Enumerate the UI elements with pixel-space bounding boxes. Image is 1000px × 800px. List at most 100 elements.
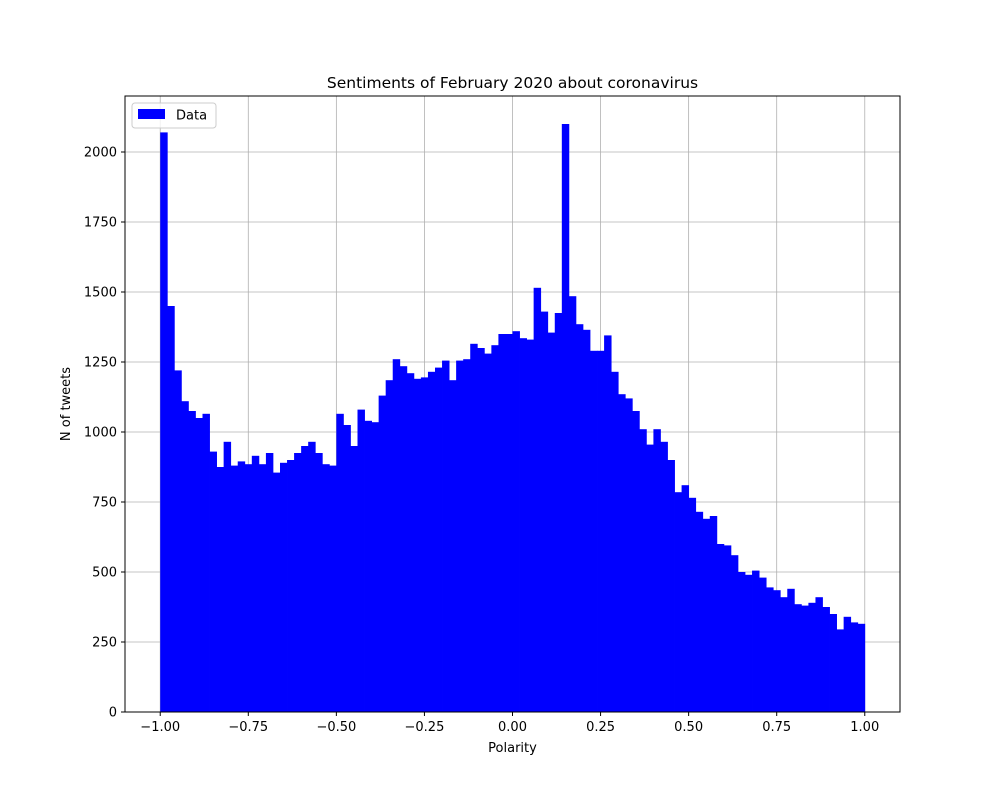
histogram-bar <box>745 574 753 712</box>
histogram-bar <box>759 577 767 712</box>
histogram-bar <box>766 587 774 712</box>
histogram-bar <box>526 339 535 712</box>
histogram-bar <box>632 411 640 712</box>
histogram-bar <box>568 296 577 712</box>
chart-title: Sentiments of February 2020 about corona… <box>327 74 698 92</box>
y-tick-label: 250 <box>92 636 117 651</box>
histogram-bar <box>815 597 823 712</box>
histogram-bar <box>681 485 690 712</box>
histogram-bar <box>392 359 401 712</box>
histogram-bar <box>561 124 570 712</box>
histogram-bar <box>315 453 323 712</box>
histogram-bar <box>364 420 372 712</box>
histogram-bar <box>195 418 203 712</box>
histogram-bar <box>512 331 520 712</box>
histogram-bar <box>399 366 408 712</box>
histogram-bar <box>667 460 675 712</box>
histogram-bar <box>272 472 281 712</box>
x-tick-label: −0.50 <box>316 720 356 735</box>
histogram-bar <box>547 332 556 712</box>
histogram-bar <box>470 343 478 712</box>
histogram-bar <box>801 605 809 712</box>
histogram-bar <box>843 616 852 712</box>
histogram-bar <box>160 132 168 712</box>
histogram-bar <box>590 350 598 712</box>
histogram-bar <box>329 465 337 712</box>
histogram-bar <box>737 572 746 712</box>
histogram-bar <box>406 373 415 712</box>
histogram-bar <box>287 460 295 712</box>
histogram-bar <box>505 334 513 712</box>
histogram-bar <box>230 465 239 712</box>
histogram-bar <box>378 395 387 712</box>
histogram-bar <box>829 614 837 712</box>
histogram-bar <box>420 377 429 712</box>
histogram-bar <box>385 380 394 712</box>
histogram-bar <box>850 622 859 712</box>
histogram-bar <box>639 429 647 712</box>
y-tick-label: 1000 <box>84 426 117 441</box>
histogram-bar <box>773 590 781 712</box>
histogram-bar <box>498 334 506 712</box>
x-tick-label: 0.25 <box>586 720 615 735</box>
histogram-bar <box>258 464 267 712</box>
y-tick-label: 1250 <box>84 356 117 371</box>
histogram-bar <box>188 411 196 712</box>
histogram-bar <box>794 604 802 712</box>
histogram-bar <box>822 607 830 712</box>
histogram-bar <box>357 409 365 712</box>
histogram-bar <box>223 441 232 712</box>
y-tick-label: 1500 <box>84 286 117 301</box>
histogram-bar <box>723 545 732 712</box>
y-tick-label: 750 <box>92 496 117 511</box>
x-axis-title: Polarity <box>488 741 537 756</box>
histogram-bar <box>625 398 633 712</box>
histogram-bar <box>371 422 380 712</box>
histogram-bar <box>427 371 436 712</box>
histogram-bar <box>716 544 725 712</box>
histogram-bar <box>660 441 668 712</box>
histogram-bar <box>857 623 866 712</box>
histogram-bar <box>780 597 788 712</box>
bars-layer <box>160 124 866 712</box>
histogram-bar <box>582 329 591 712</box>
histogram-bar <box>540 311 549 712</box>
histogram-bar <box>216 467 225 712</box>
legend-label: Data <box>176 109 207 124</box>
legend: Data <box>131 102 217 129</box>
histogram-bar <box>646 444 654 712</box>
histogram-bar <box>322 464 330 712</box>
histogram-bar <box>244 464 253 712</box>
histogram-bar <box>301 446 309 712</box>
histogram-bar <box>251 455 260 712</box>
histogram-bar <box>477 348 485 712</box>
histogram-bar <box>730 555 739 712</box>
histogram-bar <box>695 511 704 712</box>
histogram-bar <box>181 401 189 712</box>
histogram-bar <box>533 287 542 712</box>
x-tick-label: 0.50 <box>674 720 703 735</box>
histogram-bar <box>484 353 492 712</box>
x-tick-label: 0.75 <box>762 720 791 735</box>
histogram-bar <box>618 394 626 712</box>
histogram-bar <box>808 602 816 712</box>
histogram-bar <box>688 497 697 712</box>
histogram-bar <box>674 492 682 712</box>
y-tick-label: 1750 <box>84 216 117 231</box>
x-tick-label: −0.75 <box>228 720 268 735</box>
histogram-bar <box>343 425 351 712</box>
x-tick-label: 0.00 <box>498 720 527 735</box>
histogram-bar <box>456 360 464 712</box>
histogram-bar <box>280 462 288 712</box>
histogram-bar <box>787 588 795 712</box>
histogram-bar <box>435 367 443 712</box>
y-tick-label: 2000 <box>84 146 117 161</box>
histogram-bar <box>265 453 274 712</box>
histogram-bar <box>597 350 605 712</box>
histogram-bar <box>350 446 358 712</box>
histogram-bar <box>709 516 718 712</box>
histogram-bar <box>167 306 175 712</box>
histogram-bar <box>575 324 584 712</box>
histogram-bar <box>463 359 471 712</box>
